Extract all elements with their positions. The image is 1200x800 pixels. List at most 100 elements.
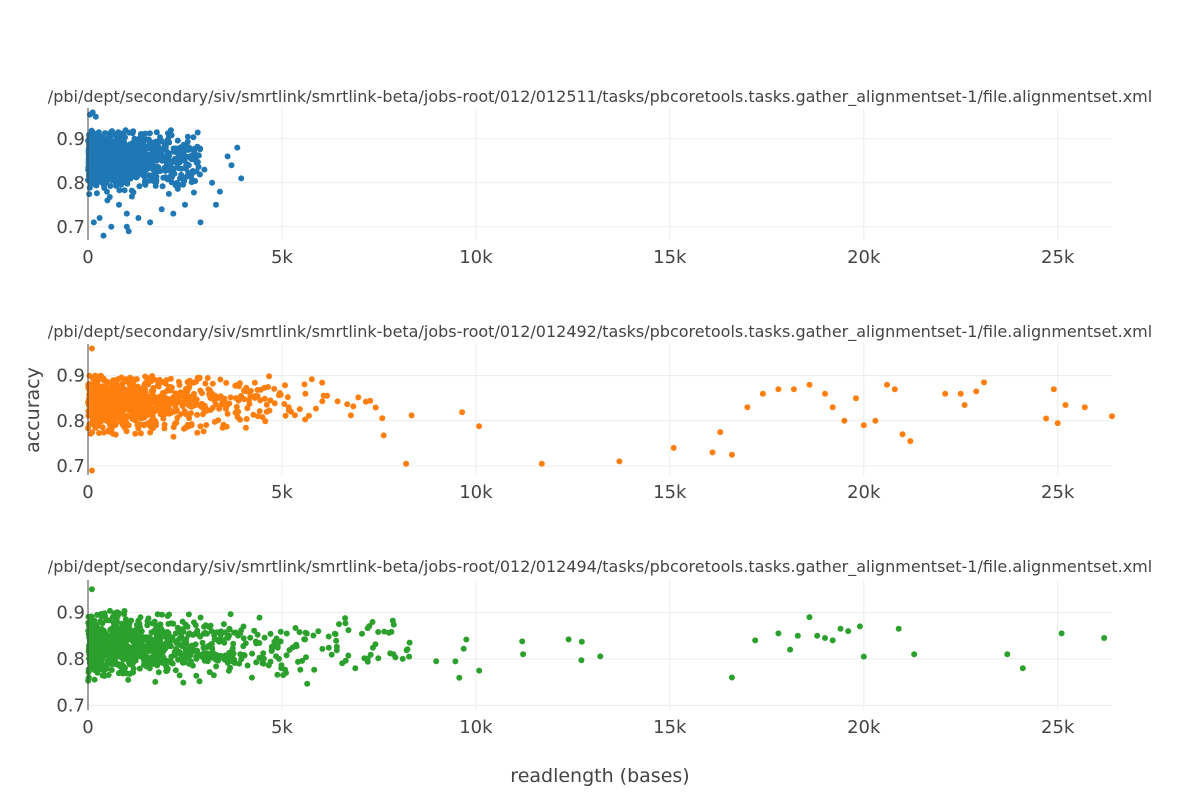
- scatter-point: [151, 618, 158, 625]
- scatter-point: [237, 416, 244, 423]
- scatter-point: [194, 429, 201, 436]
- scatter-point: [230, 640, 237, 647]
- scatter-point: [115, 154, 122, 161]
- scatter-point: [104, 188, 110, 195]
- scatter-point: [208, 628, 215, 635]
- scatter-point: [161, 425, 168, 432]
- scatter-point: [837, 625, 844, 632]
- scatter-point: [129, 165, 136, 172]
- scatter-point: [895, 625, 902, 632]
- scatter-point: [223, 379, 230, 386]
- scatter-point: [164, 629, 171, 635]
- scatter-point: [262, 418, 269, 425]
- scatter-points: [85, 345, 1115, 474]
- scatter-point: [91, 617, 98, 624]
- scatter-point: [173, 640, 180, 646]
- scatter-point: [94, 158, 101, 165]
- scatter-point: [148, 378, 155, 385]
- scatter-point: [86, 191, 93, 198]
- scatter-point: [105, 428, 112, 435]
- scatter-point: [209, 179, 216, 186]
- subplot-title: /pbi/dept/secondary/siv/smrtlink/smrtlin…: [48, 322, 1152, 342]
- x-tick-label: 0: [82, 717, 93, 738]
- scatter-point: [775, 386, 782, 393]
- scatter-point: [164, 176, 171, 183]
- scatter-point: [113, 420, 119, 427]
- scatter-point: [214, 636, 221, 643]
- scatter-point: [192, 401, 199, 408]
- scatter-point: [176, 165, 183, 172]
- scatter-point: [147, 139, 153, 146]
- scatter-point: [108, 158, 115, 165]
- scatter-point: [456, 674, 463, 681]
- scatter-point: [251, 627, 258, 634]
- scatter-point: [381, 628, 388, 635]
- scatter-point: [324, 392, 331, 399]
- y-tick-label: 0.9: [56, 366, 85, 387]
- scatter-point: [181, 157, 188, 163]
- scatter-point: [578, 638, 585, 645]
- scatter-point: [961, 402, 968, 408]
- scatter-point: [210, 672, 217, 679]
- scatter-point: [165, 190, 172, 197]
- scatter-point: [310, 632, 317, 639]
- scatter-point: [334, 398, 341, 405]
- scatter-point: [670, 444, 677, 451]
- scatter-point: [224, 153, 231, 160]
- scatter-point: [197, 145, 204, 152]
- scatter-point: [276, 390, 283, 396]
- scatter-point: [717, 429, 724, 436]
- scatter-point: [189, 662, 196, 669]
- scatter-point: [121, 163, 128, 169]
- scatter-point: [236, 660, 243, 667]
- scatter-point: [814, 632, 821, 639]
- scatter-point: [578, 657, 585, 664]
- scatter-point: [242, 640, 249, 647]
- subplot-1: /pbi/dept/secondary/siv/smrtlink/smrtlin…: [48, 87, 1152, 268]
- scatter-point: [292, 625, 299, 631]
- scatter-point: [271, 400, 278, 407]
- scatter-point: [303, 654, 309, 661]
- scatter-point: [100, 135, 107, 142]
- y-tick-label: 0.7: [56, 695, 85, 716]
- scatter-point: [189, 393, 196, 400]
- scatter-point: [89, 172, 96, 179]
- scatter-point: [190, 134, 197, 141]
- scatter-point: [117, 414, 123, 421]
- scatter-point: [150, 644, 156, 651]
- scatter-point: [94, 660, 100, 667]
- scatter-point: [257, 386, 264, 393]
- scatter-point: [152, 678, 159, 685]
- scatter-point: [1062, 402, 1069, 408]
- scatter-point: [911, 651, 918, 658]
- scatter-point: [213, 656, 219, 663]
- scatter-point: [302, 636, 309, 643]
- scatter-point: [256, 640, 263, 646]
- scatter-point: [208, 640, 215, 647]
- scatter-point: [246, 401, 253, 407]
- scatter-point: [159, 611, 165, 618]
- scatter-point: [181, 178, 188, 185]
- scatter-point: [184, 411, 191, 418]
- scatter-point: [106, 399, 112, 406]
- scatter-point: [118, 181, 125, 188]
- scatter-point: [336, 621, 342, 628]
- scatter-point: [144, 162, 150, 168]
- scatter-point: [199, 653, 206, 660]
- scatter-point: [101, 406, 108, 413]
- scatter-point: [120, 158, 127, 165]
- scatter-point: [899, 431, 906, 438]
- scatter-point: [216, 188, 223, 195]
- scatter-point: [829, 637, 836, 644]
- scatter-point: [171, 398, 178, 405]
- scatter-point: [597, 653, 604, 660]
- scatter-point: [125, 228, 132, 235]
- scatter-point: [242, 424, 249, 431]
- scatter-point: [260, 655, 267, 662]
- scatter-point: [108, 386, 115, 392]
- scatter-point: [200, 428, 207, 435]
- scatter-point: [125, 422, 132, 429]
- scatter-point: [229, 645, 236, 652]
- scatter-point: [220, 621, 227, 628]
- scatter-point: [89, 664, 96, 671]
